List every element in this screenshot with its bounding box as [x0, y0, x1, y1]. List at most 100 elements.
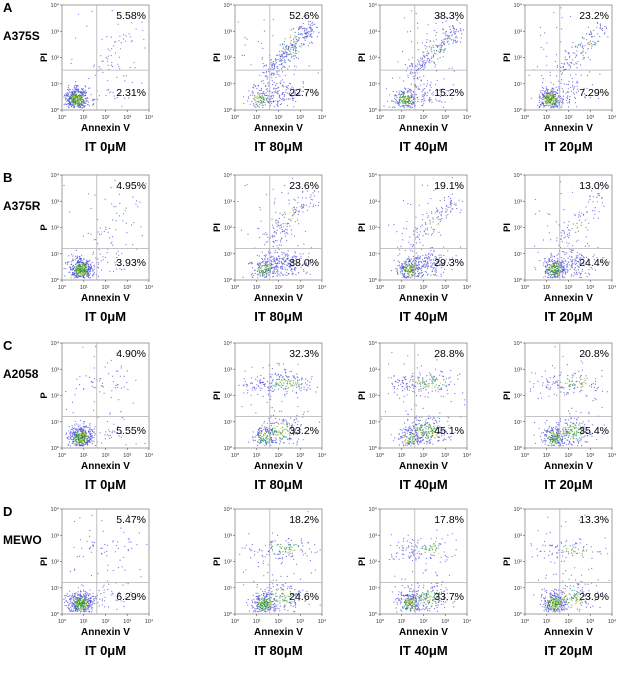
- data-point: [74, 104, 75, 105]
- data-point: [416, 267, 417, 268]
- data-point: [93, 99, 94, 100]
- data-point: [66, 104, 67, 105]
- data-point: [91, 94, 92, 95]
- data-point: [267, 78, 268, 79]
- data-point: [97, 258, 98, 259]
- data-point: [256, 97, 257, 98]
- data-point: [558, 261, 559, 262]
- data-point: [388, 225, 389, 226]
- data-point: [94, 65, 95, 66]
- data-point: [572, 81, 573, 82]
- data-point: [578, 231, 579, 232]
- data-point: [86, 262, 87, 263]
- data-point: [286, 223, 287, 224]
- data-point: [293, 207, 294, 208]
- x-axis-label: Annexin V: [399, 123, 448, 134]
- data-point: [403, 275, 404, 276]
- data-point: [444, 197, 445, 198]
- data-point: [587, 75, 588, 76]
- data-point: [422, 59, 423, 60]
- data-point: [418, 276, 419, 277]
- data-point: [412, 246, 413, 247]
- data-point: [574, 261, 575, 262]
- data-point: [450, 204, 451, 205]
- data-point: [303, 206, 304, 207]
- data-point: [408, 104, 409, 105]
- data-point: [109, 271, 110, 272]
- data-point: [95, 445, 96, 446]
- data-point: [554, 98, 555, 99]
- data-point: [565, 236, 566, 237]
- data-point: [598, 218, 599, 219]
- data-point: [425, 229, 426, 230]
- data-point: [258, 274, 259, 275]
- data-point: [285, 254, 286, 255]
- data-point: [284, 49, 285, 50]
- data-point: [554, 106, 555, 107]
- data-point: [411, 41, 412, 42]
- data-point: [570, 67, 571, 68]
- data-point: [553, 94, 554, 95]
- data-point: [285, 62, 286, 63]
- data-point: [264, 234, 265, 235]
- data-point: [577, 82, 578, 83]
- data-point: [546, 101, 547, 102]
- lower-right-percent: 15.2%: [434, 87, 464, 99]
- flow-plot: 52.6%22.7%10⁰10⁰10¹10¹10²10²10³10³10⁴10⁴…: [212, 2, 327, 154]
- data-point: [440, 235, 441, 236]
- y-tick-label: 10¹: [224, 252, 232, 258]
- data-point: [63, 185, 64, 186]
- data-point: [432, 270, 433, 271]
- data-point: [576, 270, 577, 271]
- data-point: [418, 269, 419, 270]
- data-point: [592, 41, 593, 42]
- data-point: [296, 53, 297, 54]
- data-point: [285, 51, 286, 52]
- data-point: [581, 75, 582, 76]
- data-point: [73, 91, 74, 92]
- data-point: [592, 210, 593, 211]
- data-point: [65, 268, 66, 269]
- data-point: [283, 82, 284, 83]
- y-tick-label: 10²: [224, 226, 232, 232]
- data-point: [417, 99, 418, 100]
- data-point: [112, 245, 113, 246]
- data-point: [281, 252, 282, 253]
- data-point: [400, 102, 401, 103]
- data-point: [311, 199, 312, 200]
- data-point: [543, 277, 544, 278]
- data-point: [67, 264, 68, 265]
- data-point: [574, 64, 575, 65]
- data-point: [424, 93, 425, 94]
- data-point: [140, 226, 141, 227]
- data-point: [130, 67, 131, 68]
- data-point: [549, 99, 550, 100]
- data-point: [425, 265, 426, 266]
- data-point: [88, 233, 89, 234]
- data-point: [98, 264, 99, 265]
- data-point: [74, 428, 75, 429]
- data-point: [540, 35, 541, 36]
- data-point: [563, 91, 564, 92]
- data-point: [420, 84, 421, 85]
- data-point: [121, 106, 122, 107]
- data-point: [277, 68, 278, 69]
- data-point: [396, 271, 397, 272]
- data-point: [431, 93, 432, 94]
- data-point: [306, 205, 307, 206]
- data-point: [272, 92, 273, 93]
- data-point: [422, 214, 423, 215]
- data-point: [70, 94, 71, 95]
- data-point: [84, 270, 85, 271]
- data-point: [568, 237, 569, 238]
- data-point: [444, 49, 445, 50]
- data-point: [271, 261, 272, 262]
- data-point: [98, 276, 99, 277]
- data-point: [286, 232, 287, 233]
- data-point: [255, 273, 256, 274]
- data-point: [413, 271, 414, 272]
- data-point: [560, 7, 561, 8]
- data-point: [310, 197, 311, 198]
- data-point: [571, 256, 572, 257]
- data-point: [293, 214, 294, 215]
